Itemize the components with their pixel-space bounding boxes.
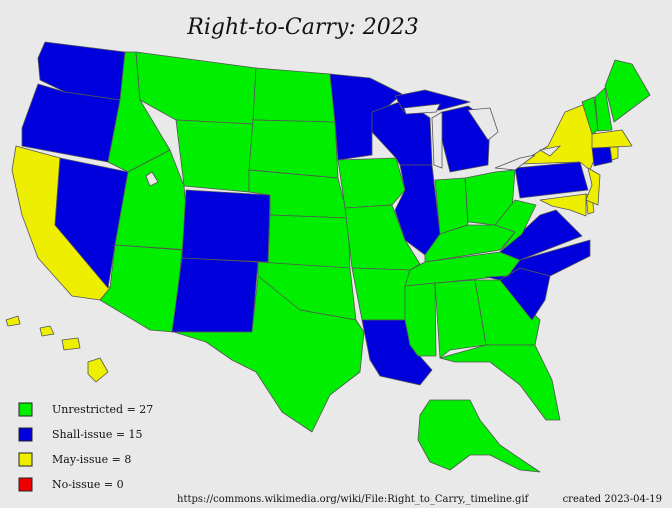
- lake: [145, 171, 159, 187]
- state: [514, 161, 589, 199]
- states: [5, 41, 651, 473]
- lake: [538, 145, 562, 157]
- state: [591, 146, 613, 167]
- source-url: https://commons.wikimedia.org/wiki/File:…: [177, 494, 530, 505]
- legend: Unrestricted = 27 Shall-issue = 15 May-iss…: [18, 402, 153, 492]
- state: [539, 193, 587, 217]
- legend-swatch: [18, 427, 33, 442]
- state: [404, 282, 437, 357]
- state: [585, 167, 601, 206]
- legend-label: Unrestricted = 27: [52, 403, 153, 416]
- state: [337, 157, 406, 209]
- legend-label: Shall-issue = 15: [52, 428, 143, 441]
- state: [252, 67, 336, 123]
- state: [394, 89, 471, 113]
- lake: [494, 154, 536, 171]
- state: [173, 275, 365, 433]
- legend-label: May-issue = 8: [52, 453, 131, 466]
- state: [267, 214, 351, 269]
- state: [87, 357, 109, 383]
- state: [135, 51, 257, 125]
- state: [5, 315, 21, 327]
- lake: [431, 111, 443, 169]
- legend-swatch: [18, 402, 33, 417]
- state: [485, 239, 591, 281]
- created-date: created 2023-04-19: [563, 494, 662, 505]
- state: [394, 164, 441, 256]
- state: [434, 177, 469, 235]
- state: [494, 199, 537, 253]
- state: [417, 399, 541, 473]
- state: [61, 337, 81, 351]
- state: [329, 73, 403, 161]
- state: [248, 119, 339, 179]
- state: [499, 209, 583, 261]
- legend-swatch: [18, 452, 33, 467]
- legend-swatch: [18, 477, 33, 492]
- state: [604, 59, 651, 123]
- state: [434, 279, 487, 359]
- state: [181, 189, 271, 263]
- state: [591, 129, 633, 149]
- state: [54, 157, 129, 289]
- lake: [403, 103, 441, 115]
- state: [175, 119, 254, 193]
- state: [439, 344, 561, 421]
- lake: [467, 107, 499, 141]
- state: [594, 87, 613, 132]
- state: [99, 244, 183, 333]
- map-title: Right-to-Carry: 2023: [186, 15, 418, 40]
- state: [474, 279, 541, 346]
- state: [39, 325, 55, 337]
- state: [171, 257, 259, 333]
- legend-label: No-issue = 0: [52, 478, 124, 491]
- state: [351, 267, 411, 321]
